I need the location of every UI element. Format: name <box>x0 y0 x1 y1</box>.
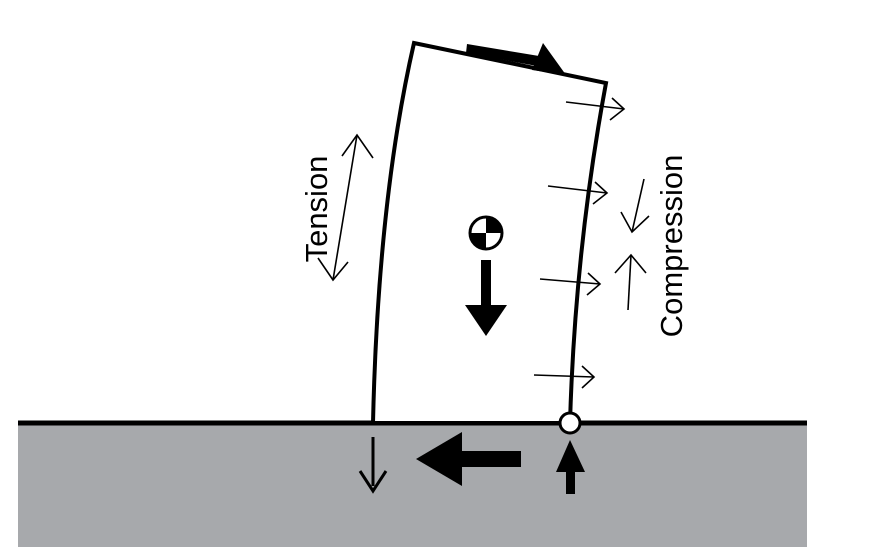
gravity-arrow <box>465 260 507 336</box>
base-upward-arrow <box>556 440 585 494</box>
inertial-force-arrows <box>533 97 626 389</box>
center-of-mass-icon <box>468 215 504 251</box>
base-downward-arrow <box>358 437 388 494</box>
base-shear-arrow <box>416 432 521 486</box>
lateral-load-arrow <box>466 43 566 75</box>
compression-label: Compression <box>654 155 689 338</box>
tension-arrow <box>317 133 374 282</box>
ground <box>18 423 807 547</box>
tension-label: Tension <box>299 156 334 263</box>
pivot-point-icon <box>558 411 582 435</box>
compression-arrows <box>614 178 650 311</box>
